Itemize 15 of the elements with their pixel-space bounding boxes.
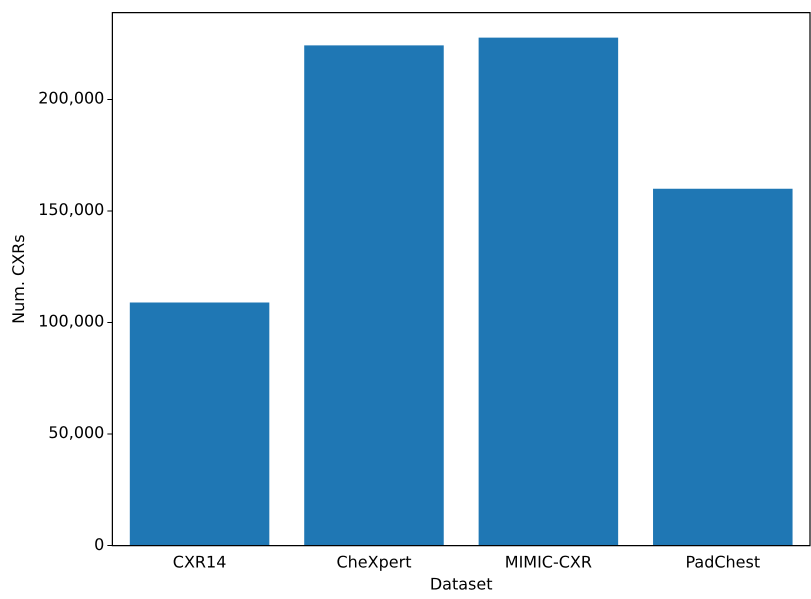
y-tick-label: 100,000 [38, 312, 104, 331]
x-tick-label: CXR14 [172, 552, 226, 572]
y-tick-label: 150,000 [38, 200, 104, 220]
y-tick-label: 0 [94, 534, 104, 554]
y-axis-title: Num. CXRs [8, 234, 28, 324]
x-tick-label: CheXpert [336, 552, 412, 572]
y-tick-label: 50,000 [48, 423, 104, 442]
x-tick-label: MIMIC-CXR [504, 552, 592, 572]
y-tick-label: 200,000 [38, 88, 104, 108]
bar [304, 45, 444, 546]
bar [653, 188, 793, 546]
x-tick-label: PadChest [685, 552, 760, 572]
x-axis-title: Dataset [430, 574, 493, 594]
bar [478, 38, 618, 546]
bar [130, 302, 270, 546]
